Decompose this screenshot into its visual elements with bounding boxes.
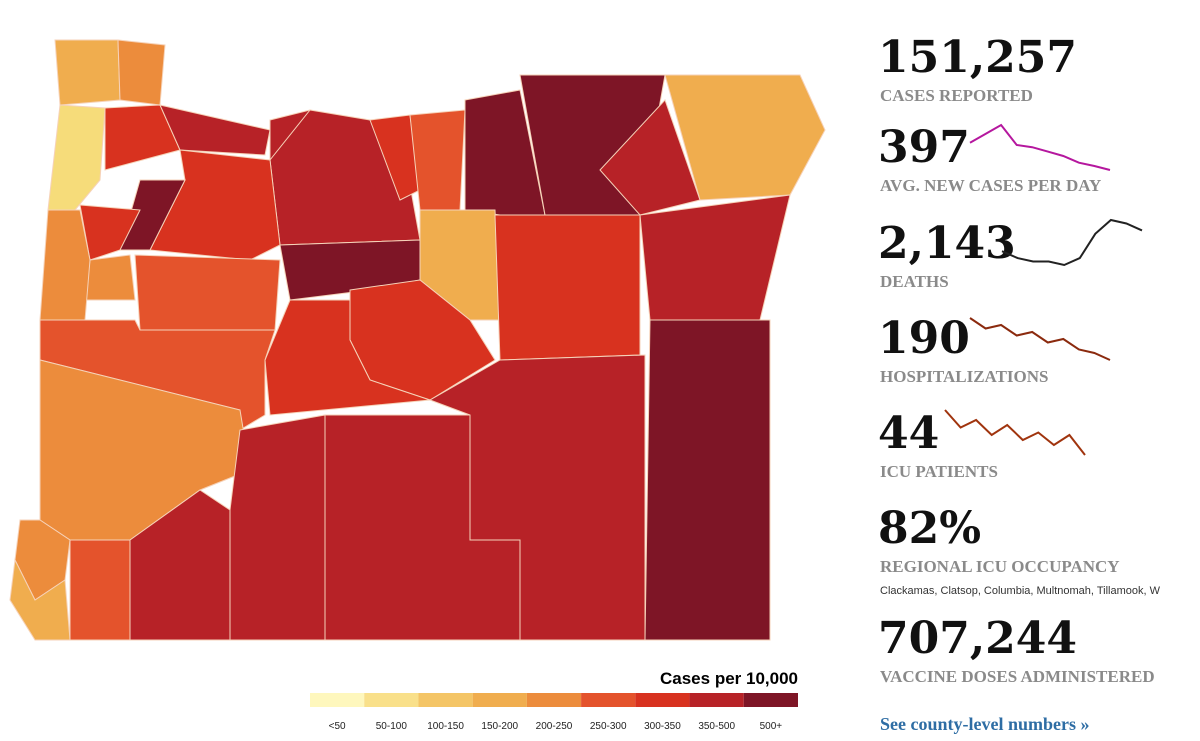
legend-swatch: [689, 693, 744, 707]
stat-value: 707,244: [878, 613, 1077, 664]
stat-label: REGIONAL ICU OCCUPANCY: [880, 557, 1120, 576]
stat-value: 2,143: [878, 218, 1016, 269]
stat-value: 151,257: [878, 32, 1077, 83]
county: [428, 354, 646, 641]
county: [264, 299, 431, 416]
county: [39, 209, 91, 321]
legend-swatch: [743, 693, 798, 707]
legend-swatch: [418, 693, 473, 707]
county: [639, 194, 791, 321]
stat-label: DEATHS: [880, 272, 949, 291]
stat-value: 190: [878, 313, 970, 364]
legend-swatch: [581, 693, 636, 707]
stat-label: CASES REPORTED: [880, 86, 1033, 105]
legend-label: 200-250: [536, 721, 573, 732]
county: [159, 104, 271, 156]
sparkline: [1001, 218, 1143, 267]
stat-label: VACCINE DOSES ADMINISTERED: [880, 667, 1155, 686]
legend-swatch: [526, 693, 582, 707]
legend-swatch: [472, 693, 527, 707]
legend-label: 350-500: [698, 721, 735, 732]
legend-label: 50-100: [376, 721, 408, 732]
legend-label: 150-200: [481, 721, 518, 732]
legend-title: Cases per 10,000: [660, 669, 798, 688]
legend-swatch: [364, 693, 419, 707]
county-link[interactable]: See county-level numbers »: [880, 714, 1089, 734]
county: [419, 209, 501, 321]
stats-panel: 151,257 CASES REPORTED 397 AVG. NEW CASES P…: [878, 32, 1161, 686]
legend-label: 500+: [760, 721, 783, 732]
legend: <50 50-100 100-150 150-200 200-250 250-300 300…: [310, 693, 798, 732]
county: [134, 254, 281, 331]
stat-value: 44: [878, 408, 939, 459]
county: [84, 254, 136, 301]
county: [229, 414, 326, 641]
county: [69, 539, 131, 641]
county: [644, 319, 771, 641]
stat-value: 397: [878, 122, 970, 173]
county: [409, 109, 466, 211]
sparkline: [969, 123, 1111, 171]
legend-label: 300-350: [644, 721, 681, 732]
county: [54, 39, 121, 106]
stat-label: AVG. NEW CASES PER DAY: [880, 176, 1101, 195]
county: [494, 214, 641, 361]
legend-label: 100-150: [427, 721, 464, 732]
legend-swatch: [635, 693, 690, 707]
stat-label: ICU PATIENTS: [880, 462, 998, 481]
county: [47, 104, 106, 211]
stat-note: Clackamas, Clatsop, Columbia, Multnomah,…: [880, 585, 1161, 597]
sparkline: [969, 317, 1111, 361]
sparkline: [944, 409, 1086, 456]
legend-label: 250-300: [590, 721, 627, 732]
oregon-map: [9, 39, 826, 641]
legend-swatch: [310, 693, 365, 707]
stat-value: 82%: [878, 503, 981, 554]
county: [117, 39, 166, 106]
stat-label: HOSPITALIZATIONS: [880, 367, 1048, 386]
legend-label: <50: [329, 721, 346, 732]
county: [664, 74, 826, 201]
